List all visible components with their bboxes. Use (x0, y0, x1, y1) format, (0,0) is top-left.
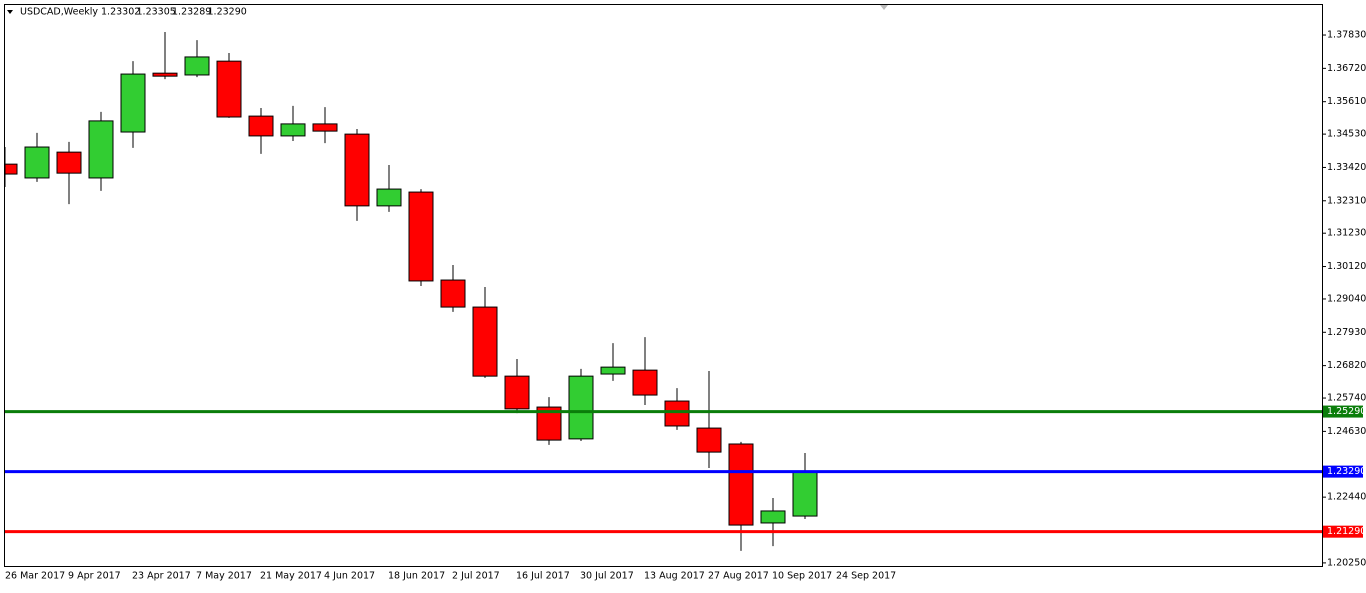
candle-body (760, 510, 786, 524)
candle-body (184, 56, 210, 76)
x-tick-label: 23 Apr 2017 (132, 571, 191, 582)
y-tick-label: 1.30120 (1327, 261, 1366, 272)
x-tick-label: 13 Aug 2017 (644, 571, 705, 582)
level-label: 1.25290 (1327, 406, 1366, 417)
candle-body (504, 375, 530, 410)
y-tick-label: 1.22440 (1327, 492, 1366, 503)
y-tick-label: 1.27930 (1327, 327, 1366, 338)
candle-body (4, 163, 18, 175)
x-tick-label: 27 Aug 2017 (708, 571, 769, 582)
scroll-marker (880, 5, 888, 10)
y-tick-label: 1.34530 (1327, 129, 1366, 140)
y-tick-label: 1.31230 (1327, 228, 1366, 239)
y-tick-label: 1.26820 (1327, 360, 1366, 371)
candle-body (88, 120, 114, 179)
x-tick-label: 10 Sep 2017 (772, 571, 832, 582)
x-tick-label: 24 Sep 2017 (836, 571, 896, 582)
readout-value: 1.23290 (208, 7, 247, 18)
candle-body (472, 306, 498, 377)
candle-body (248, 115, 274, 137)
y-tick-label: 1.35610 (1327, 96, 1366, 107)
candle-body (56, 151, 82, 174)
candle-body (152, 72, 178, 77)
y-tick-label: 1.36720 (1327, 63, 1366, 74)
readout-value: 1.23305 (137, 7, 176, 18)
y-tick-label: 1.29040 (1327, 293, 1366, 304)
level-label: 1.23290 (1327, 466, 1366, 477)
candle-body (568, 375, 594, 440)
level-label-box (1323, 465, 1363, 478)
level-label: 1.21290 (1327, 526, 1366, 537)
x-tick-label: 9 Apr 2017 (68, 571, 121, 582)
chart-title: USDCAD,Weekly (20, 7, 98, 18)
candle-body (792, 471, 818, 517)
x-tick-label: 21 May 2017 (260, 571, 322, 582)
y-tick-label: 1.37830 (1327, 30, 1366, 41)
candle-body (24, 146, 50, 179)
candle-body (280, 123, 306, 137)
x-tick-label: 2 Jul 2017 (452, 571, 500, 582)
candle-body (120, 73, 146, 133)
candle-body (312, 123, 338, 132)
x-tick-label: 4 Jun 2017 (324, 571, 375, 582)
x-tick-label: 30 Jul 2017 (580, 571, 634, 582)
x-tick-label: 18 Jun 2017 (388, 571, 445, 582)
candle-body (632, 369, 658, 396)
candle-body (216, 60, 242, 118)
menu-arrow (7, 10, 13, 14)
candle-body (344, 133, 370, 207)
candle-body (440, 279, 466, 308)
level-label-box (1323, 525, 1363, 538)
level-label-box (1323, 405, 1363, 418)
candle-body (376, 188, 402, 207)
x-tick-label: 7 May 2017 (196, 571, 252, 582)
readout-value: 1.23302 (101, 7, 140, 18)
y-tick-label: 1.32310 (1327, 195, 1366, 206)
x-tick-label: 16 Jul 2017 (516, 571, 570, 582)
candle-body (728, 443, 754, 526)
candle-body (600, 366, 626, 375)
y-tick-label: 1.25740 (1327, 393, 1366, 404)
plot-frame (4, 4, 1323, 567)
y-tick-label: 1.20250 (1327, 557, 1366, 568)
x-tick-label: 26 Mar 2017 (5, 571, 65, 582)
readout-value: 1.23289 (172, 7, 211, 18)
candle-body (696, 427, 722, 453)
candle-body (664, 400, 690, 427)
y-tick-label: 1.33420 (1327, 162, 1366, 173)
y-tick-label: 1.24630 (1327, 426, 1366, 437)
candle-body (408, 191, 434, 282)
